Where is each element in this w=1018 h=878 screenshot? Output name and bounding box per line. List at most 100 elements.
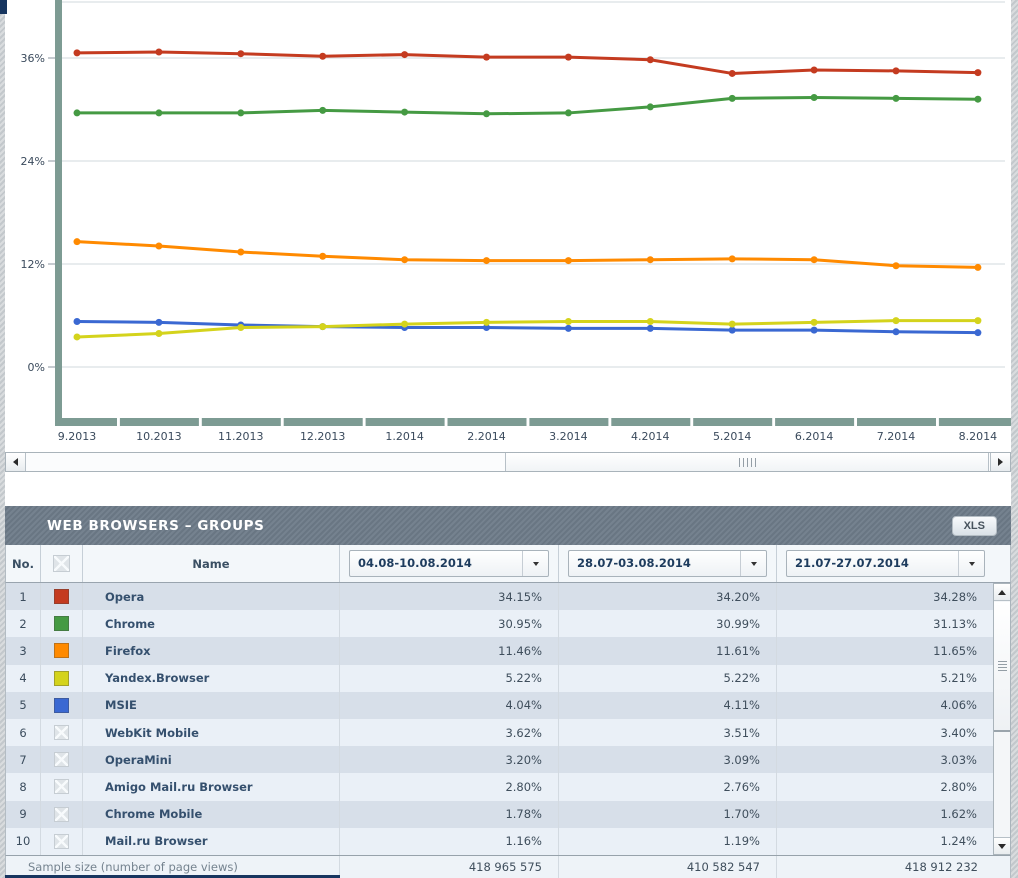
svg-text:3.2014: 3.2014 <box>549 430 588 443</box>
period-dropdown-2[interactable]: 28.07-03.08.2014 <box>568 550 767 577</box>
series-color-checkbox[interactable] <box>54 643 69 659</box>
table-row: 1 Opera 34.15% 34.20% 34.28% <box>6 583 994 611</box>
svg-text:12.2013: 12.2013 <box>300 430 346 443</box>
period-dropdown-3[interactable]: 21.07-27.07.2014 <box>786 550 985 577</box>
svg-text:10.2013: 10.2013 <box>136 430 182 443</box>
toggle-all-checkbox-icon[interactable] <box>53 555 70 572</box>
period-2-value: 11.61% <box>559 637 777 665</box>
period-1-value: 30.95% <box>340 610 559 638</box>
period-3-value: 5.21% <box>777 664 994 692</box>
down-arrow-icon <box>998 843 1006 849</box>
table-row: 4 Yandex.Browser 5.22% 5.22% 5.21% <box>6 664 994 692</box>
scroll-right-button[interactable] <box>990 453 1010 471</box>
sample-size-value: 410 582 547 <box>559 856 777 878</box>
period-3-value: 4.06% <box>777 691 994 719</box>
svg-text:36%: 36% <box>21 52 45 65</box>
sample-size-row: Sample size (number of page views) 418 9… <box>5 855 1011 878</box>
table-row: 5 MSIE 4.04% 4.11% 4.06% <box>6 691 994 719</box>
period-1-value: 34.15% <box>340 583 559 611</box>
series-swatch-cell <box>41 664 83 692</box>
period-2-value: 34.20% <box>559 583 777 611</box>
browser-name: MSIE <box>83 691 340 719</box>
svg-text:9.2013: 9.2013 <box>58 430 97 443</box>
table-row: 7 OperaMini 3.20% 3.09% 3.03% <box>6 746 994 774</box>
scroll-left-button[interactable] <box>6 453 26 471</box>
series-swatch-cell <box>41 800 83 828</box>
row-number: 8 <box>6 773 41 801</box>
series-color-checkbox[interactable] <box>54 616 69 632</box>
table-row: 2 Chrome 30.95% 30.99% 31.13% <box>6 610 994 638</box>
series-unchecked-checkbox-icon[interactable] <box>54 833 69 849</box>
svg-text:2.2014: 2.2014 <box>467 430 506 443</box>
svg-text:24%: 24% <box>21 155 45 168</box>
series-color-checkbox[interactable] <box>54 589 69 605</box>
row-number: 6 <box>6 718 41 747</box>
left-arrow-icon <box>13 458 18 466</box>
svg-text:0%: 0% <box>28 361 45 374</box>
section-title: WEB BROWSERS – GROUPS <box>47 517 265 534</box>
series-swatch-cell <box>41 691 83 719</box>
series-swatch-cell <box>41 637 83 665</box>
period-2-value: 30.99% <box>559 610 777 638</box>
series-color-checkbox[interactable] <box>54 670 69 686</box>
series-unchecked-checkbox-icon[interactable] <box>54 752 69 768</box>
period-2-value: 1.19% <box>559 827 777 855</box>
content-panel: 0% 12% 24% 36% 9.2013 10.2013 11.2013 12.2013 1.… <box>5 0 1011 878</box>
svg-text:4.2014: 4.2014 <box>631 430 670 443</box>
period-2-value: 3.51% <box>559 718 777 747</box>
series-swatch-cell <box>41 583 83 611</box>
period-1-value: 2.80% <box>340 773 559 801</box>
table-vertical-scrollbar[interactable] <box>993 583 1011 855</box>
row-number: 7 <box>6 746 41 774</box>
up-arrow-icon <box>998 589 1006 595</box>
scroll-up-button[interactable] <box>994 584 1010 601</box>
browser-name: Chrome Mobile <box>83 800 340 828</box>
period-dropdown-value: 28.07-03.08.2014 <box>577 556 691 570</box>
series-swatch-cell <box>41 610 83 638</box>
svg-text:6.2014: 6.2014 <box>795 430 834 443</box>
series-unchecked-checkbox-icon[interactable] <box>54 806 69 822</box>
period-dropdown-1[interactable]: 04.08-10.08.2014 <box>349 550 549 577</box>
period-3-value: 34.28% <box>777 583 994 611</box>
chevron-down-icon <box>750 561 757 566</box>
chart-horizontal-scrollbar[interactable] <box>5 452 1011 472</box>
series-color-checkbox[interactable] <box>54 697 69 713</box>
series-firefox <box>73 238 982 271</box>
sample-size-value: 418 912 232 <box>904 860 978 874</box>
svg-text:1.2014: 1.2014 <box>385 430 424 443</box>
dropdown-button[interactable] <box>740 551 766 576</box>
vertical-scroll-thumb[interactable] <box>994 602 1010 732</box>
table-header-row: No. Name 04.08-10.08.2014 28.07-03.08.20… <box>5 545 1011 583</box>
period-3-value: 3.40% <box>777 718 994 747</box>
browser-name: Mail.ru Browser <box>83 827 340 855</box>
browser-name: Chrome <box>83 610 340 638</box>
column-header-swatch <box>41 545 83 582</box>
period-3-value: 11.65% <box>777 637 994 665</box>
series-swatch-cell <box>41 827 83 855</box>
period-3-value: 2.80% <box>777 773 994 801</box>
browser-name: Amigo Mail.ru Browser <box>83 773 340 801</box>
dropdown-button[interactable] <box>522 551 548 576</box>
series-swatch-cell <box>41 746 83 774</box>
xls-export-button[interactable]: XLS <box>951 515 997 536</box>
corner-block <box>0 0 7 14</box>
sample-size-value: 418 965 575 <box>340 856 559 878</box>
horizontal-scroll-thumb[interactable] <box>505 453 989 471</box>
dropdown-button[interactable] <box>958 551 984 576</box>
series-opera <box>73 48 982 77</box>
row-number: 5 <box>6 691 41 719</box>
table-row: 9 Chrome Mobile 1.78% 1.70% 1.62% <box>6 800 994 828</box>
svg-text:12%: 12% <box>21 258 45 271</box>
table-row: 8 Amigo Mail.ru Browser 2.80% 2.76% 2.80% <box>6 773 994 801</box>
period-2-value: 5.22% <box>559 664 777 692</box>
chevron-down-icon <box>968 561 975 566</box>
browser-share-line-chart: 0% 12% 24% 36% 9.2013 10.2013 11.2013 12.2013 1.… <box>5 0 1011 450</box>
series-unchecked-checkbox-icon[interactable] <box>54 779 69 795</box>
scroll-down-button[interactable] <box>994 837 1010 854</box>
series-unchecked-checkbox-icon[interactable] <box>54 725 69 741</box>
period-1-value: 4.04% <box>340 691 559 719</box>
browser-name: Opera <box>83 583 340 611</box>
period-3-value: 1.62% <box>777 800 994 828</box>
table-row: 6 WebKit Mobile 3.62% 3.51% 3.40% <box>6 718 994 747</box>
table-row: 3 Firefox 11.46% 11.61% 11.65% <box>6 637 994 665</box>
